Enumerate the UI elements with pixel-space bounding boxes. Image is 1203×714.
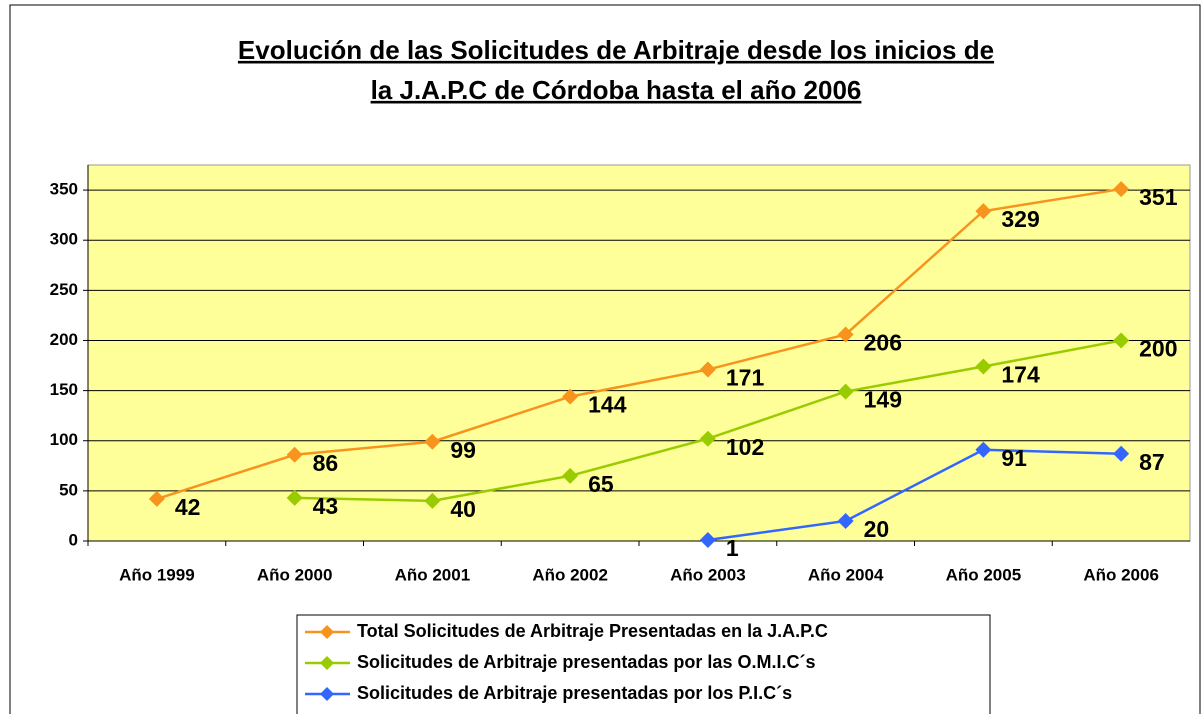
marker bbox=[837, 383, 854, 400]
data-label: 86 bbox=[313, 450, 339, 476]
x-tick-label: Año 2000 bbox=[257, 565, 333, 584]
data-label: 65 bbox=[588, 471, 614, 497]
y-tick-label: 0 bbox=[69, 530, 78, 549]
data-label: 102 bbox=[726, 434, 764, 460]
marker bbox=[286, 446, 303, 463]
marker bbox=[975, 358, 992, 375]
data-label: 91 bbox=[1001, 445, 1027, 471]
marker bbox=[286, 489, 303, 506]
data-label: 174 bbox=[1001, 362, 1040, 388]
marker bbox=[699, 430, 716, 447]
y-tick-label: 250 bbox=[50, 280, 78, 299]
data-label: 200 bbox=[1139, 336, 1177, 362]
marker bbox=[562, 467, 579, 484]
series-line bbox=[707, 448, 1122, 542]
marker bbox=[562, 388, 579, 405]
x-tick-label: Año 2006 bbox=[1083, 565, 1159, 584]
marker bbox=[975, 203, 992, 220]
data-label: 99 bbox=[450, 437, 476, 463]
marker bbox=[1113, 181, 1130, 198]
y-tick-label: 50 bbox=[59, 480, 78, 499]
marker bbox=[1113, 332, 1130, 349]
legend-marker bbox=[320, 656, 334, 670]
data-label: 43 bbox=[313, 493, 339, 519]
data-label: 1 bbox=[726, 535, 739, 561]
y-tick-label: 150 bbox=[50, 380, 78, 399]
data-label: 144 bbox=[588, 392, 627, 418]
marker bbox=[699, 361, 716, 378]
marker bbox=[424, 492, 441, 509]
legend-box bbox=[296, 614, 991, 714]
x-tick-label: Año 2003 bbox=[670, 565, 746, 584]
legend-label: Solicitudes de Arbitraje presentadas por… bbox=[357, 683, 792, 703]
chart-title: la J.A.P.C de Córdoba hasta el año 2006 bbox=[371, 75, 862, 105]
marker bbox=[1113, 445, 1130, 462]
data-label: 42 bbox=[175, 494, 201, 520]
chart-title: Evolución de las Solicitudes de Arbitraj… bbox=[238, 35, 994, 65]
marker bbox=[837, 512, 854, 529]
y-tick-label: 100 bbox=[50, 430, 78, 449]
y-tick-label: 200 bbox=[50, 330, 78, 349]
legend-label: Solicitudes de Arbitraje presentadas por… bbox=[357, 652, 815, 672]
legend-marker bbox=[320, 687, 334, 701]
x-tick-label: Año 2004 bbox=[808, 565, 884, 584]
x-tick-label: Año 2001 bbox=[395, 565, 471, 584]
marker bbox=[148, 490, 165, 507]
marker bbox=[699, 531, 716, 548]
x-tick-label: Año 2005 bbox=[946, 565, 1022, 584]
x-tick-label: Año 1999 bbox=[119, 565, 195, 584]
y-tick-label: 350 bbox=[50, 180, 78, 199]
plot-area bbox=[87, 164, 1191, 542]
data-label: 351 bbox=[1139, 184, 1178, 210]
data-label: 149 bbox=[864, 387, 902, 413]
legend-marker bbox=[320, 625, 334, 639]
data-label: 329 bbox=[1001, 206, 1039, 232]
data-label: 171 bbox=[726, 365, 765, 391]
series-line bbox=[156, 187, 1122, 501]
data-label: 206 bbox=[864, 330, 902, 356]
marker bbox=[975, 441, 992, 458]
data-label: 40 bbox=[450, 496, 476, 522]
y-tick-label: 300 bbox=[50, 230, 78, 249]
marker bbox=[837, 326, 854, 343]
data-label: 87 bbox=[1139, 449, 1165, 475]
x-tick-label: Año 2002 bbox=[532, 565, 608, 584]
data-label: 20 bbox=[864, 516, 890, 542]
legend-label: Total Solicitudes de Arbitraje Presentad… bbox=[357, 621, 828, 641]
marker bbox=[424, 433, 441, 450]
